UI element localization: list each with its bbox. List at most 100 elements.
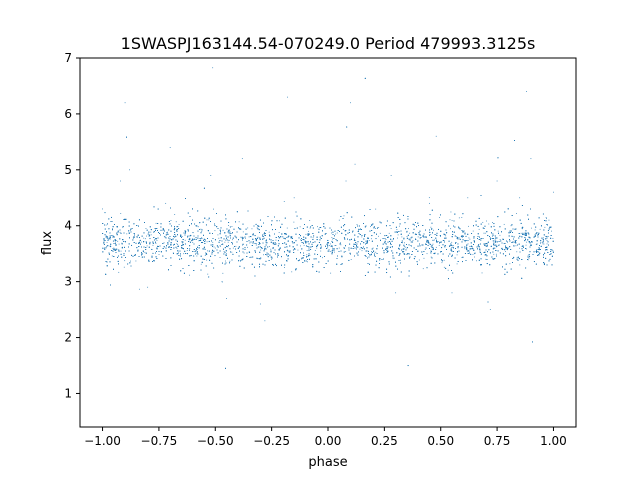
data-point	[350, 259, 352, 261]
data-point	[291, 271, 293, 273]
data-point	[243, 252, 245, 254]
data-point	[204, 255, 206, 256]
data-point	[451, 219, 453, 221]
data-point	[377, 235, 379, 237]
data-point	[163, 242, 165, 244]
data-point	[391, 244, 392, 245]
data-point	[474, 256, 475, 258]
data-point	[162, 229, 164, 231]
data-point	[249, 257, 251, 258]
data-point	[469, 238, 471, 240]
data-point	[543, 240, 544, 242]
data-point	[224, 241, 226, 243]
data-point	[546, 240, 548, 242]
data-point	[544, 226, 546, 228]
data-point	[260, 249, 262, 251]
data-point	[235, 245, 237, 247]
data-point	[138, 288, 140, 290]
data-point	[397, 237, 398, 239]
data-point	[118, 243, 120, 245]
data-point	[497, 230, 499, 232]
data-point	[456, 263, 458, 265]
data-point	[375, 208, 377, 210]
data-point	[138, 242, 140, 244]
data-point	[478, 228, 480, 230]
data-point	[196, 255, 198, 257]
data-point	[410, 245, 412, 247]
data-point	[430, 226, 432, 228]
data-point	[430, 234, 432, 236]
data-point	[307, 230, 309, 232]
data-point	[373, 252, 375, 254]
data-point	[492, 222, 493, 223]
data-point	[287, 260, 288, 262]
data-point	[403, 246, 405, 247]
data-point	[214, 230, 216, 232]
data-point	[130, 260, 131, 262]
data-point	[205, 248, 206, 250]
data-point	[140, 241, 142, 243]
data-point	[241, 238, 243, 239]
data-point	[356, 253, 358, 255]
data-point	[155, 222, 157, 224]
data-point	[220, 245, 222, 247]
data-point	[207, 273, 209, 275]
data-point	[438, 244, 440, 246]
data-point	[268, 231, 270, 233]
data-point	[329, 251, 331, 252]
data-point	[400, 259, 401, 261]
data-point	[545, 217, 547, 218]
data-point	[274, 242, 276, 243]
data-point	[494, 247, 496, 249]
data-point	[146, 235, 147, 237]
data-point	[197, 226, 199, 228]
data-point	[312, 237, 314, 239]
data-point	[106, 245, 107, 247]
data-point	[176, 247, 178, 249]
data-point	[238, 221, 240, 223]
data-point	[186, 250, 188, 251]
data-point	[447, 269, 449, 271]
data-point	[286, 227, 288, 229]
data-point	[320, 250, 322, 252]
data-point	[176, 243, 178, 245]
data-point	[493, 234, 495, 236]
data-point	[240, 236, 242, 238]
data-point	[388, 232, 390, 234]
data-point	[212, 67, 214, 69]
data-point	[249, 242, 251, 244]
data-point	[243, 237, 245, 239]
data-point	[271, 256, 273, 258]
data-point	[231, 239, 233, 241]
data-point	[177, 245, 179, 247]
data-point	[184, 239, 186, 241]
data-point	[305, 233, 307, 235]
data-point	[488, 223, 490, 225]
data-point	[494, 238, 496, 240]
data-point	[299, 226, 301, 228]
data-point	[170, 220, 172, 221]
data-point	[143, 237, 145, 239]
data-point	[131, 228, 133, 229]
data-point	[461, 216, 463, 218]
data-point	[390, 227, 392, 229]
data-point	[112, 237, 114, 238]
data-point	[450, 228, 452, 230]
data-point	[335, 245, 337, 246]
data-point	[329, 243, 331, 245]
data-point	[122, 227, 124, 229]
data-point	[300, 239, 301, 241]
data-point	[458, 217, 460, 219]
data-point	[115, 249, 117, 251]
data-point	[303, 244, 305, 246]
data-point	[458, 237, 460, 239]
data-point	[119, 231, 121, 233]
data-point	[520, 232, 522, 234]
data-point	[218, 237, 220, 239]
data-point	[402, 242, 403, 244]
data-point	[144, 251, 146, 253]
data-point	[404, 246, 406, 248]
data-point	[181, 236, 183, 237]
data-point	[229, 260, 231, 262]
data-point	[397, 234, 399, 236]
